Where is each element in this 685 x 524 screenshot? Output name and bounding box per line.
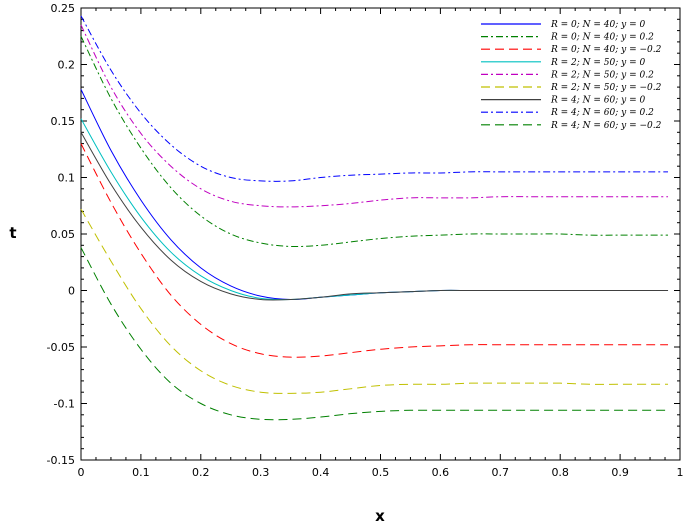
series-line-7 [80, 15, 669, 182]
y-tick-label: -0.1 [54, 398, 75, 411]
series-lines [80, 15, 669, 421]
legend-entry-4: R = 2; N = 50; y = 0.2 [550, 70, 654, 80]
series-line-8 [80, 247, 669, 421]
y-axis-label: t [9, 224, 16, 242]
x-tick-label: 0 [78, 466, 85, 479]
y-tick-label: -0.05 [47, 341, 75, 354]
y-tick-label: 0.05 [51, 228, 76, 241]
y-tick-label: 0.2 [58, 59, 76, 72]
x-tick-label: 0.4 [312, 466, 330, 479]
series-line-6 [80, 132, 669, 301]
series-line-4 [80, 24, 669, 208]
series-line-2 [80, 143, 669, 358]
legend-entry-1: R = 0; N = 40; y = 0.2 [550, 33, 654, 43]
legend: R = 0; N = 40; y = 0 R = 0; N = 40; y = 0… [481, 20, 662, 131]
series-line-5 [80, 208, 669, 394]
x-tick-label: 0.9 [611, 466, 629, 479]
y-tick-label: 0.15 [51, 115, 76, 128]
x-tick-label: 0.7 [492, 466, 510, 479]
x-tick-label: 0.1 [132, 466, 150, 479]
legend-entry-5: R = 2; N = 50; y = −0.2 [550, 83, 662, 93]
y-tick-label: -0.15 [47, 454, 75, 467]
series-line-1 [80, 36, 669, 248]
legend-entry-8: R = 4; N = 60; y = −0.2 [550, 121, 662, 131]
x-tick-label: 0.2 [192, 466, 210, 479]
y-tick-label: 0 [68, 285, 75, 298]
x-tick-label: 1 [677, 466, 684, 479]
x-axis-label: x [375, 507, 385, 524]
legend-entry-3: R = 2; N = 50; y = 0 [550, 58, 645, 68]
x-tick-label: 0.8 [551, 466, 569, 479]
y-tick-label: 0.25 [51, 2, 76, 15]
plot-area [80, 7, 681, 461]
legend-entry-0: R = 0; N = 40; y = 0 [550, 20, 645, 30]
x-tick-label: 0.6 [432, 466, 450, 479]
x-tick-label: 0.3 [252, 466, 270, 479]
axis-ticks: 0 0.1 0.2 0.3 0.4 0.5 0.6 0.7 0.8 0.9 1 -0.15 -0.1 -0… [47, 2, 684, 479]
y-tick-label: 0.1 [58, 172, 76, 185]
legend-entry-2: R = 0; N = 40; y = −0.2 [550, 45, 662, 55]
legend-entry-7: R = 4; N = 60; y = 0.2 [550, 108, 654, 118]
x-tick-label: 0.5 [372, 466, 390, 479]
legend-entry-6: R = 4; N = 60; y = 0 [550, 96, 645, 106]
